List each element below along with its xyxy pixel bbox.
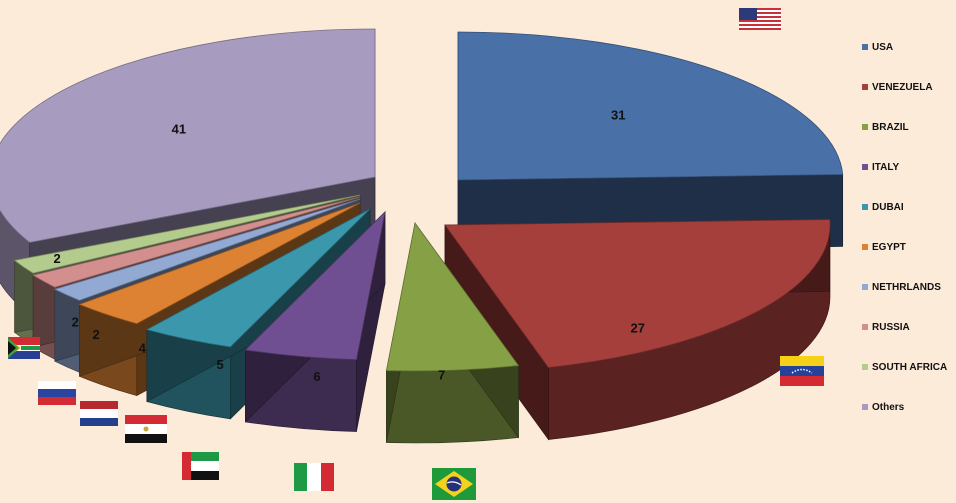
data-label-dubai: 5 (216, 357, 223, 372)
legend-label: Others (872, 401, 905, 413)
legend-swatch (862, 164, 868, 170)
legend-label: NETHRLANDS (872, 281, 941, 293)
legend-item-dubai: DUBAI (862, 200, 904, 214)
legend-item-italy: ITALY (862, 160, 899, 174)
pie-slice-usa (457, 31, 844, 253)
legend-swatch (862, 124, 868, 130)
legend-swatch (862, 84, 868, 90)
pie-slice-venezuela (444, 219, 831, 441)
flag-icons (8, 8, 824, 500)
netherlands-flag-icon (80, 401, 118, 426)
egypt-flag-icon (125, 415, 167, 443)
legend-swatch (862, 324, 868, 330)
legend-item-usa: USA (862, 40, 893, 54)
usa-flag-icon (739, 8, 781, 30)
data-label-south-africa: 2 (53, 251, 60, 266)
legend-item-russia: RUSSIA (862, 320, 910, 334)
venezuela-flag-icon (780, 356, 824, 386)
legend-swatch (862, 44, 868, 50)
legend-swatch (862, 404, 868, 410)
legend-item-nethrlands: NETHRLANDS (862, 280, 941, 294)
legend-item-egypt: EGYPT (862, 240, 906, 254)
legend-item-south-africa: SOUTH AFRICA (862, 360, 947, 374)
brazil-flag-icon (432, 468, 476, 500)
legend-label: BRAZIL (872, 121, 909, 133)
legend-item-venezuela: VENEZUELA (862, 80, 933, 94)
legend-swatch (862, 284, 868, 290)
pie-slice-italy (244, 210, 386, 432)
legend-label: ITALY (872, 161, 900, 173)
uae-flag-icon (182, 452, 219, 480)
legend-label: VENEZUELA (872, 81, 933, 93)
legend-swatch (862, 244, 868, 250)
legend-item-brazil: BRAZIL (862, 120, 909, 134)
data-label-nethrlands: 2 (92, 327, 99, 342)
data-label-egypt: 4 (139, 340, 147, 355)
legend-item-others: Others (862, 400, 904, 414)
data-label-brazil: 7 (438, 368, 445, 383)
legend-swatch (862, 204, 868, 210)
south-africa-flag-icon (8, 337, 40, 359)
data-label-russia: 2 (72, 314, 79, 329)
legend-label: USA (872, 41, 894, 53)
data-label-italy: 6 (313, 369, 320, 384)
legend-label: RUSSIA (872, 321, 910, 333)
italy-flag-icon (294, 463, 334, 491)
legend-label: EGYPT (872, 241, 906, 253)
russia-flag-icon (38, 381, 76, 405)
data-label-others: 41 (172, 122, 186, 137)
data-label-venezuela: 27 (631, 321, 645, 336)
data-label-usa: 31 (611, 107, 625, 122)
pie-slice-brazil (385, 222, 520, 444)
legend-swatch (862, 364, 868, 370)
legend-label: SOUTH AFRICA (872, 361, 948, 373)
legend-label: DUBAI (872, 201, 904, 213)
